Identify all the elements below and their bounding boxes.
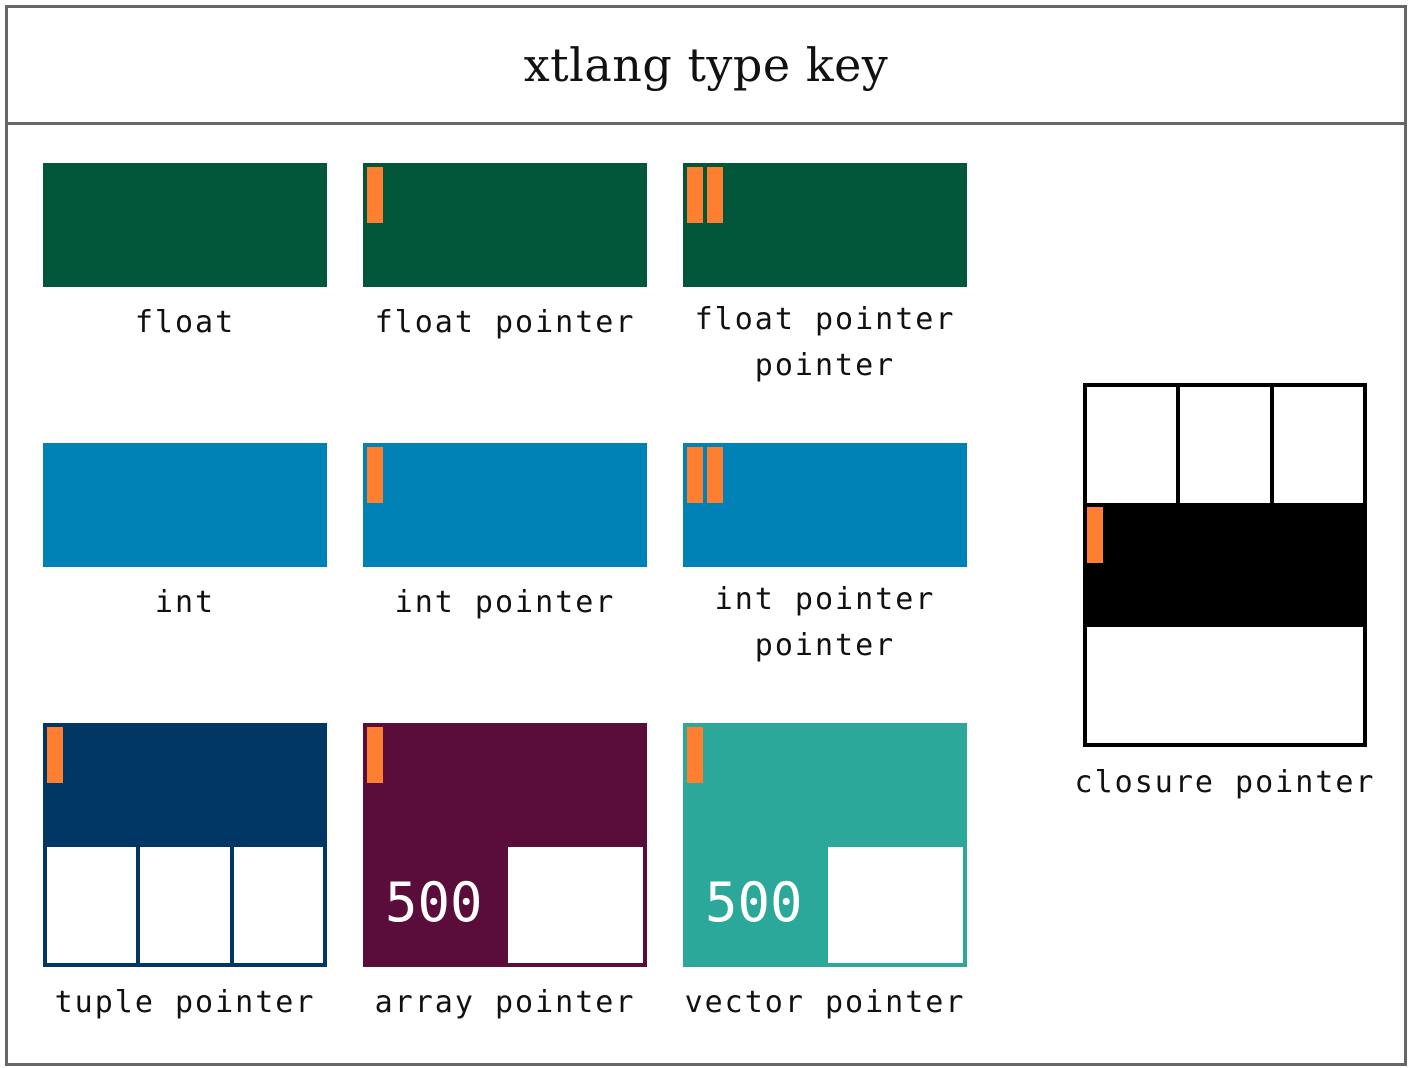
pointer-marker xyxy=(47,727,63,783)
tuple-pointer-label: tuple pointer xyxy=(54,985,316,1020)
float-pointer-pointer-swatch xyxy=(683,163,967,287)
array-count: 500 xyxy=(385,871,483,934)
vector-element-cell xyxy=(828,847,963,963)
vector-pointer-label: vector pointer xyxy=(684,985,966,1020)
float-pointer-label: float pointer xyxy=(374,305,636,340)
diagram-title: xtlang type key xyxy=(523,38,889,92)
float-pointer-pointer-label: float pointer pointer xyxy=(694,302,956,383)
pointer-marker xyxy=(1087,507,1103,563)
closure-top-cell xyxy=(1180,387,1270,503)
closure-pointer-swatch xyxy=(1083,383,1367,747)
float-label: float xyxy=(134,305,236,340)
closure-top-cell xyxy=(1274,387,1363,503)
pointer-marker xyxy=(707,447,723,503)
vector-count: 500 xyxy=(705,871,803,934)
array-pointer-swatch: 500 xyxy=(363,723,647,967)
key-frame: xtlang type key xyxy=(5,5,1407,1066)
title-bar: xtlang type key xyxy=(8,8,1404,125)
pointer-marker xyxy=(367,727,383,783)
int-pointer-label: int pointer xyxy=(394,585,616,620)
vector-pointer-swatch: 500 xyxy=(683,723,967,967)
int-swatch xyxy=(43,443,327,567)
array-element-cell xyxy=(508,847,643,963)
tuple-element-cell xyxy=(140,847,230,963)
pointer-marker xyxy=(687,447,703,503)
pointer-marker xyxy=(367,447,383,503)
tuple-element-cell xyxy=(234,847,323,963)
int-pointer-pointer-label: int pointer pointer xyxy=(714,582,936,663)
closure-pointer-label: closure pointer xyxy=(1074,765,1376,800)
int-pointer-swatch xyxy=(363,443,647,567)
pointer-marker xyxy=(687,167,703,223)
pointer-marker xyxy=(707,167,723,223)
closure-bottom-cell xyxy=(1087,627,1363,743)
float-pointer-swatch xyxy=(363,163,647,287)
array-pointer-label: array pointer xyxy=(374,985,636,1020)
closure-top-cell xyxy=(1087,387,1176,503)
float-swatch xyxy=(43,163,327,287)
tuple-pointer-swatch xyxy=(43,723,327,967)
pointer-marker xyxy=(367,167,383,223)
tuple-element-cell xyxy=(47,847,136,963)
int-label: int xyxy=(154,585,216,620)
pointer-marker xyxy=(687,727,703,783)
int-pointer-pointer-swatch xyxy=(683,443,967,567)
